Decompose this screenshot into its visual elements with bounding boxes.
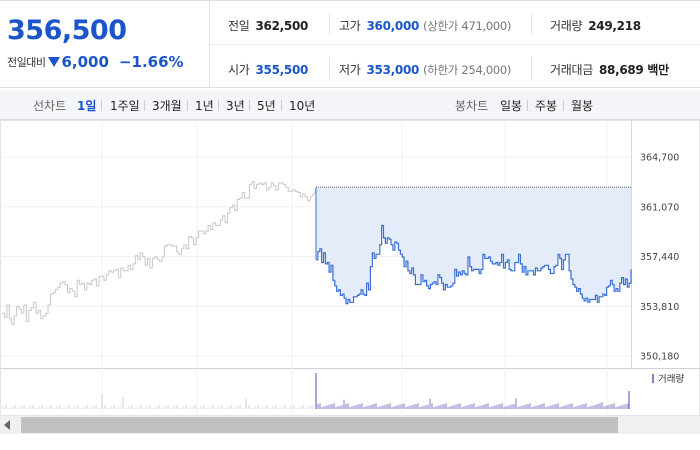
scroll-left-arrow-icon[interactable] xyxy=(4,420,10,430)
current-price-box: 356,500 전일대비 6,000 −1.66% xyxy=(0,1,210,87)
tab-divider xyxy=(187,100,188,111)
tab-divider xyxy=(218,100,219,111)
open-value: 355,500 xyxy=(255,63,309,77)
volume-stat: 거래량 249,218 xyxy=(550,17,641,34)
y-tick-label: 350,180 xyxy=(640,352,679,363)
divider xyxy=(531,13,532,35)
previous-price-line xyxy=(2,181,311,325)
tab-5-years[interactable]: 5년 xyxy=(257,99,276,113)
divider xyxy=(329,13,330,35)
divider xyxy=(531,57,532,79)
low-label: 저가 xyxy=(339,63,361,77)
low-value: 353,000 xyxy=(366,63,420,77)
prev-close-label: 전일 xyxy=(228,19,250,33)
volume-label: 거래량 xyxy=(658,373,684,385)
volume-label: 거래량 xyxy=(550,19,583,33)
open-stat: 시가 355,500 xyxy=(228,61,308,78)
price-chart: 364,700 361,070 357,440 353,810 350,180 거래량 xyxy=(0,120,700,450)
candle-chart-label: 봉차트 xyxy=(455,99,489,113)
high-stat: 고가 360,000 (상한가 471,000) xyxy=(339,17,511,34)
trade-value-stat: 거래대금 88,689 백만 xyxy=(550,61,669,78)
high-label: 고가 xyxy=(339,19,361,33)
change-percent: −1.66% xyxy=(118,53,184,71)
tab-1-week[interactable]: 1주일 xyxy=(110,99,140,113)
price-chart-svg: 364,700 361,070 357,440 353,810 350,180 거래량 xyxy=(0,120,700,416)
volume-value: 249,218 xyxy=(588,19,641,33)
divider xyxy=(329,57,330,79)
tab-divider xyxy=(101,100,102,111)
change-label: 전일대비 xyxy=(7,56,46,69)
trade-value-label: 거래대금 xyxy=(550,63,593,77)
tab-10-years[interactable]: 10년 xyxy=(289,99,316,113)
tab-divider xyxy=(527,100,528,111)
today-price-line xyxy=(316,224,632,305)
trade-value-value: 88,689 백만 xyxy=(598,63,669,77)
tab-1-day[interactable]: 1일 xyxy=(77,99,97,113)
tab-3-years[interactable]: 3년 xyxy=(226,99,245,113)
y-tick-label: 353,810 xyxy=(640,302,679,313)
y-tick-label: 364,700 xyxy=(640,153,679,164)
change-amount: 6,000 xyxy=(61,53,109,71)
y-tick-label: 361,070 xyxy=(640,202,679,213)
tab-3-months[interactable]: 3개월 xyxy=(152,99,182,113)
tab-weekly-candle[interactable]: 주봉 xyxy=(535,99,558,113)
tab-daily-candle[interactable]: 일봉 xyxy=(500,99,523,113)
upper-limit: (상한가 471,000) xyxy=(423,19,512,33)
price-summary: 356,500 전일대비 6,000 −1.66% 전일 362,500 고가 36… xyxy=(0,0,700,88)
tab-monthly-candle[interactable]: 월봉 xyxy=(571,99,594,113)
tab-divider xyxy=(144,100,145,111)
prev-close-value: 362,500 xyxy=(255,19,309,33)
tab-divider xyxy=(249,100,250,111)
chart-period-toolbar: 선차트 1일 1주일 3개월 1년 3년 5년 10년 봉차트 일봉 주봉 월봉 xyxy=(0,90,700,120)
lower-limit: (하한가 254,000) xyxy=(423,63,512,77)
today-price-area xyxy=(316,187,631,304)
line-chart-label: 선차트 xyxy=(33,99,67,113)
high-value: 360,000 xyxy=(366,19,420,33)
tab-1-year[interactable]: 1년 xyxy=(195,99,214,113)
prev-close-stat: 전일 362,500 xyxy=(228,17,308,34)
tab-divider xyxy=(563,100,564,111)
low-stat: 저가 353,000 (하한가 254,000) xyxy=(339,61,511,78)
row-divider xyxy=(210,44,700,45)
volume-legend-swatch xyxy=(652,374,654,383)
previous-price-line-tail xyxy=(309,192,316,199)
open-label: 시가 xyxy=(228,63,250,77)
y-tick-label: 357,440 xyxy=(640,252,679,263)
change-row: 전일대비 6,000 −1.66% xyxy=(7,53,184,71)
chart-scrollbar[interactable] xyxy=(0,416,700,434)
down-triangle-icon xyxy=(48,57,61,67)
tab-divider xyxy=(281,100,282,111)
scroll-thumb[interactable] xyxy=(21,417,618,433)
current-price: 356,500 xyxy=(7,15,127,46)
